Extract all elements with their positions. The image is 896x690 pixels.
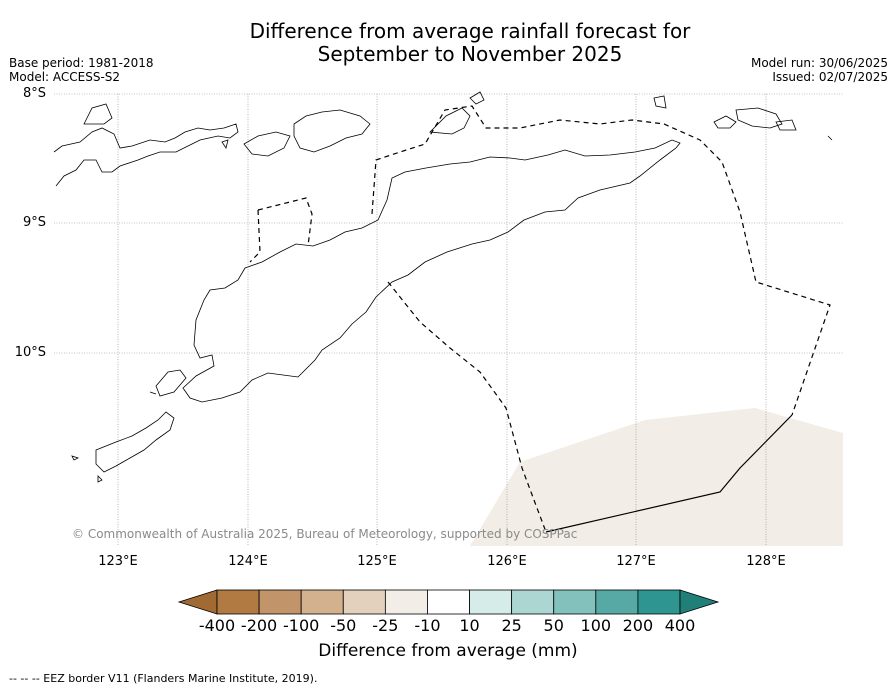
colorbar-bin — [216, 589, 260, 615]
lon-label: 128°E — [746, 554, 786, 569]
rainfall-anomaly-region — [470, 408, 843, 546]
coastline — [53, 91, 833, 483]
colorbar-bin — [553, 589, 597, 615]
meta-left: Base period: 1981-2018 Model: ACCESS-S2 — [9, 56, 154, 84]
colorbar-tick-label: 25 — [501, 616, 522, 635]
lon-label: 125°E — [357, 554, 397, 569]
lon-label: 127°E — [616, 554, 656, 569]
colorbar-bin — [469, 589, 513, 615]
colorbar-arrow-high — [679, 589, 720, 615]
eez-border — [249, 105, 831, 533]
colorbar-tick-label: -400 — [198, 616, 236, 635]
eez-solid-segment — [545, 414, 793, 533]
colorbar — [177, 589, 720, 615]
colorbar-bin — [258, 589, 302, 615]
colorbar-title: Difference from average (mm) — [318, 641, 578, 661]
model-name: Model: ACCESS-S2 — [9, 70, 121, 84]
colorbar-bin — [595, 589, 639, 615]
colorbar-bin — [427, 589, 470, 615]
eez-legend-note: -- -- -- EEZ border V11 (Flanders Marine… — [9, 672, 318, 685]
colorbar-tick-label: -25 — [372, 616, 399, 635]
colorbar-tick-label: -200 — [240, 616, 278, 635]
lon-label: 126°E — [487, 554, 527, 569]
base-period: Base period: 1981-2018 — [9, 56, 154, 70]
colorbar-tick-label: -10 — [414, 616, 441, 635]
title-line-1: Difference from average rainfall forecas… — [249, 19, 691, 43]
colorbar-bin — [300, 589, 344, 615]
lon-label: 124°E — [228, 554, 268, 569]
colorbar-tick-label: -100 — [283, 616, 320, 635]
colorbar-arrow-low — [177, 589, 218, 615]
colorbar-bin — [511, 589, 555, 615]
meta-right: Model run: 30/06/2025 Issued: 02/07/2025 — [751, 56, 888, 84]
lat-label: 10°S — [14, 345, 46, 360]
colorbar-tick-label: 200 — [622, 616, 654, 635]
colorbar-bin — [637, 589, 681, 615]
colorbar-tick-label: -50 — [330, 616, 357, 635]
colorbar-tick-label: 10 — [459, 616, 480, 635]
lat-label: 8°S — [22, 86, 46, 101]
colorbar-tick-label: 100 — [580, 616, 612, 635]
colorbar-tick-label: 50 — [543, 616, 564, 635]
lat-label: 9°S — [22, 215, 46, 230]
model-run: Model run: 30/06/2025 — [750, 56, 888, 70]
issued-date: Issued: 02/07/2025 — [772, 70, 888, 84]
colorbar-tick-label: 400 — [664, 616, 696, 635]
copyright-notice: © Commonwealth of Australia 2025, Bureau… — [72, 527, 578, 541]
lon-label: 123°E — [98, 554, 138, 569]
colorbar-bin — [384, 589, 428, 615]
map-title: Difference from average rainfall forecas… — [0, 20, 896, 66]
colorbar-bin — [342, 589, 386, 615]
title-line-2: September to November 2025 — [317, 42, 623, 66]
map-panel — [53, 91, 843, 546]
graticule — [54, 93, 843, 546]
